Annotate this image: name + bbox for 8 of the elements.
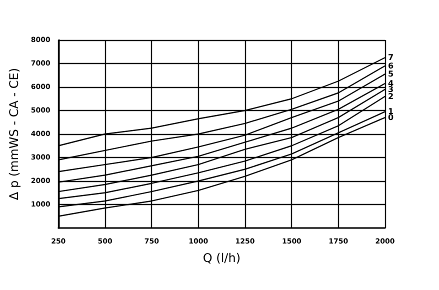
x-axis-title: Q (l/h) bbox=[202, 251, 240, 265]
series-label: 6 bbox=[388, 61, 394, 70]
series-label: 7 bbox=[388, 53, 394, 62]
series-label: 2 bbox=[388, 92, 394, 101]
series-label: 3 bbox=[388, 84, 394, 94]
y-axis-title: Δ p (mmWS - CA - CE) bbox=[7, 68, 21, 200]
series-label: 5 bbox=[388, 70, 394, 79]
series-label: 0 bbox=[388, 113, 394, 122]
